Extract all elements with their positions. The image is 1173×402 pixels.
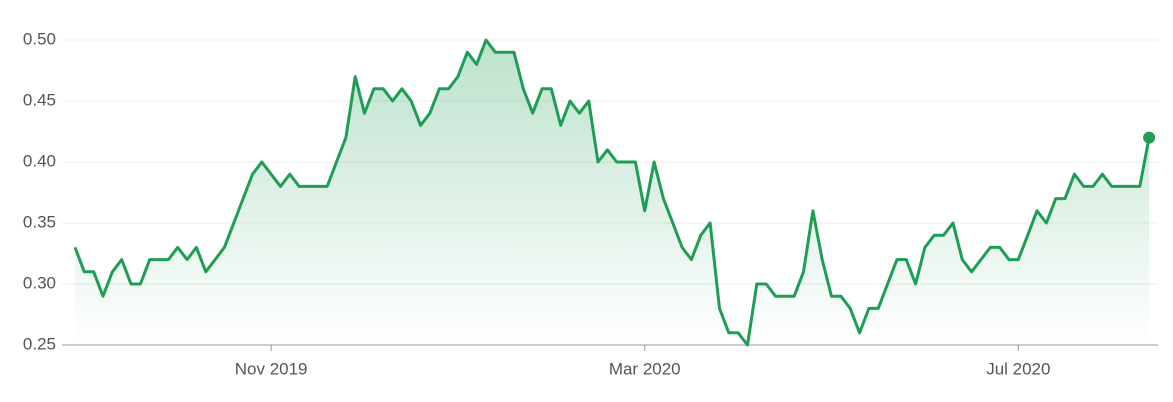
y-tick-label: 0.50 (23, 29, 56, 48)
area (75, 40, 1150, 345)
y-tick-label: 0.35 (23, 212, 56, 231)
x-tick-label: Mar 2020 (609, 359, 681, 378)
y-tick-label: 0.45 (23, 90, 56, 109)
last-point (1143, 131, 1156, 144)
y-tick-label: 0.40 (23, 151, 56, 170)
price-line (73, 38, 1151, 347)
y-tick-label: 0.30 (23, 273, 56, 292)
x-tick-label: Nov 2019 (235, 359, 308, 378)
y-tick-label: 0.25 (23, 334, 56, 353)
x-tick-label: Jul 2020 (986, 359, 1050, 378)
